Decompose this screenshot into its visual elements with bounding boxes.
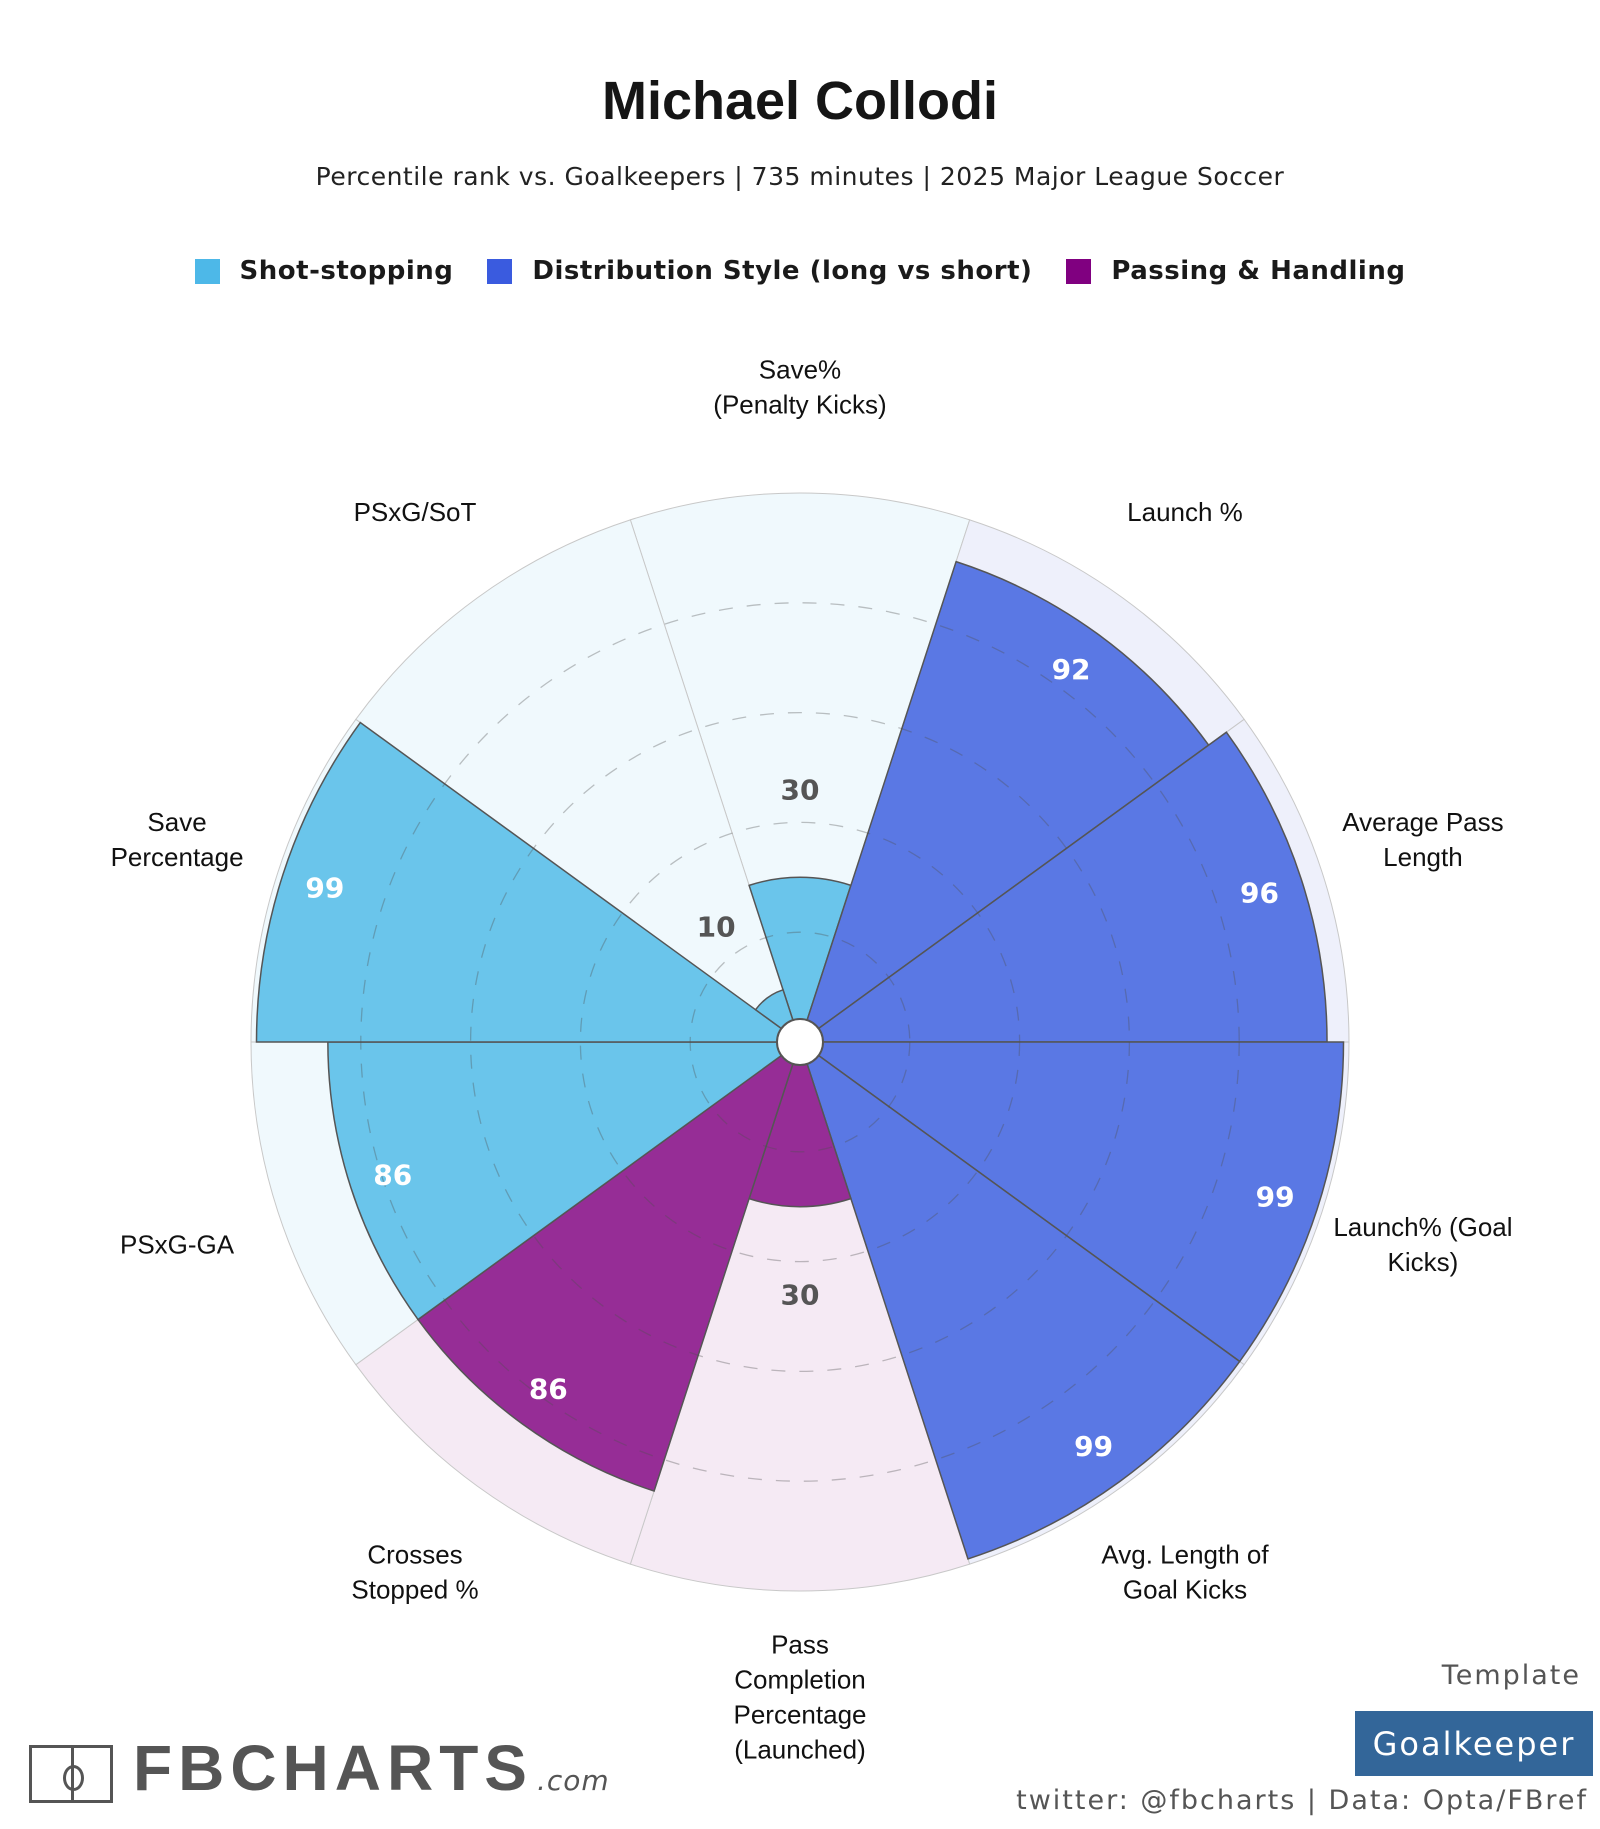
- bar-launch-goal-kicks-: [797, 1041, 1345, 1363]
- metric-label: Pass Completion Percentage (Launched): [734, 1630, 867, 1765]
- grid-ring: [469, 711, 1131, 1373]
- value-label: 86: [529, 1372, 568, 1405]
- metric-label: Crosses Stopped %: [351, 1539, 478, 1604]
- value-label: 92: [1052, 653, 1091, 686]
- grid-ring: [360, 602, 1240, 1482]
- legend-item-shot-stopping: Shot-stopping: [194, 256, 454, 286]
- brand-name: FBCHARTS: [133, 1732, 533, 1804]
- legend: Shot-stopping Distribution Style (long v…: [0, 256, 1600, 286]
- value-label: 30: [781, 1279, 820, 1312]
- sector-background: [629, 492, 971, 1044]
- metric-label: Save% (Penalty Kicks): [713, 355, 886, 420]
- legend-swatch: [487, 258, 513, 284]
- credit-text: twitter: @fbcharts | Data: Opta/FBref: [1016, 1785, 1588, 1816]
- chart-title: Michael Collodi: [601, 71, 999, 131]
- legend-label: Distribution Style (long vs short): [532, 256, 1033, 286]
- grid-ring: [689, 931, 911, 1153]
- metric-label: Launch% (Goal Kicks): [1333, 1212, 1512, 1277]
- bar-save-percentage: [255, 721, 803, 1043]
- brand-suffix: .com: [536, 1764, 610, 1797]
- metric-label: PSxG/SoT: [354, 497, 477, 527]
- metric-label: PSxG-GA: [120, 1229, 235, 1259]
- metric-label: Avg. Length of Goal Kicks: [1101, 1539, 1269, 1604]
- value-label: 30: [781, 773, 820, 806]
- value-label: 99: [1256, 1180, 1295, 1213]
- legend-item-passing: Passing & Handling: [1066, 256, 1405, 286]
- chart-subtitle: Percentile rank vs. Goalkeepers | 735 mi…: [315, 162, 1285, 191]
- legend-swatch: [1066, 258, 1092, 284]
- legend-item-distribution: Distribution Style (long vs short): [487, 256, 1032, 286]
- metric-label: Save Percentage: [111, 807, 244, 872]
- bar-pass-completion-percentage-launched-: [748, 1039, 852, 1208]
- bar-save-penalty-kicks-: [748, 876, 852, 1045]
- value-label: 99: [1074, 1430, 1113, 1463]
- metric-label: Launch %: [1127, 497, 1243, 527]
- value-label: 86: [373, 1158, 412, 1191]
- template-badge: Goalkeeper: [1355, 1711, 1593, 1776]
- value-label: 10: [697, 911, 736, 944]
- logo-pitch-circle: [63, 1765, 84, 1791]
- bar-psxg-ga: [327, 1041, 803, 1321]
- bar-average-pass-length: [797, 731, 1328, 1043]
- bar-launch-: [798, 560, 1210, 1044]
- metric-label: Average Pass Length: [1342, 807, 1503, 872]
- legend-label: Shot-stopping: [239, 256, 454, 286]
- grid-ring: [579, 821, 1021, 1263]
- bar-avg-length-of-goal-kicks: [798, 1040, 1241, 1560]
- bar-crosses-stopped-: [416, 1040, 802, 1492]
- legend-swatch: [194, 258, 220, 284]
- sector-background: [629, 1040, 971, 1592]
- value-label: 96: [1240, 877, 1279, 910]
- value-label: 99: [305, 872, 344, 905]
- sector-background: [355, 519, 801, 1044]
- template-label: Template: [1441, 1660, 1581, 1691]
- brand: FBCHARTS .com: [133, 1736, 610, 1800]
- center-hole: [776, 1018, 824, 1066]
- legend-label: Passing & Handling: [1111, 256, 1406, 286]
- fbcharts-logo-icon: [29, 1745, 113, 1803]
